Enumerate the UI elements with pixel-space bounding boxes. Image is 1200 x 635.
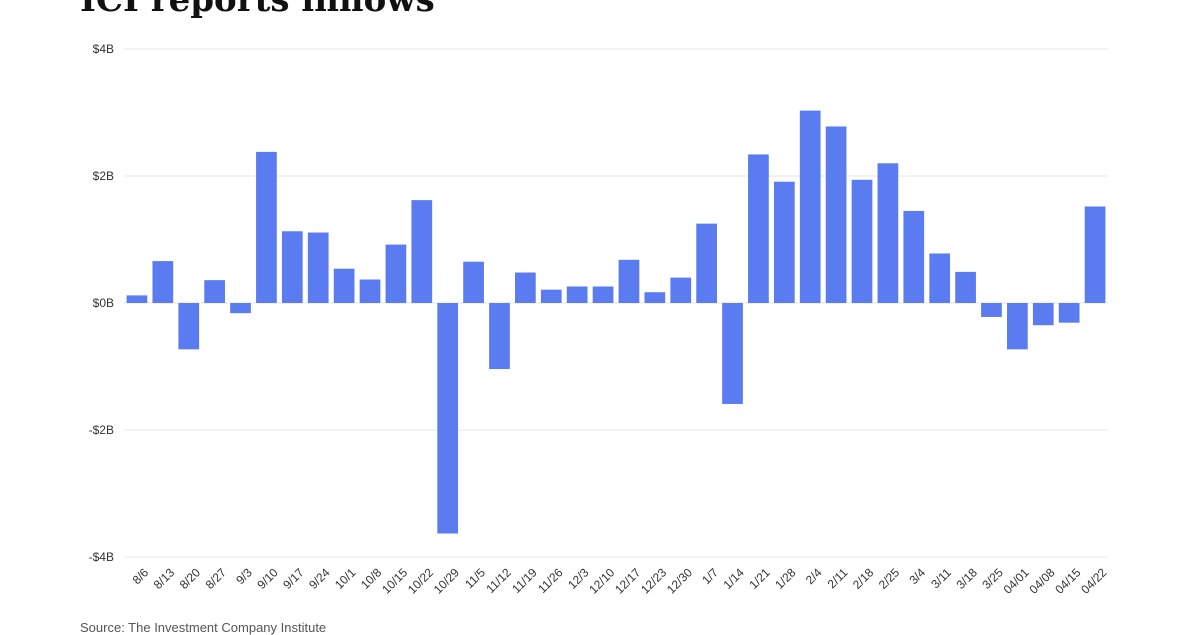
x-tick-label: 10/15 [379,565,410,596]
source-note: Source: The Investment Company Institute [80,620,327,635]
x-tick-label: 11/12 [483,565,514,596]
x-tick-label: 10/1 [332,565,359,592]
bar [540,289,562,303]
x-tick-label: 9/10 [254,565,281,592]
y-tick-label: -$2B [89,423,114,437]
bar [463,261,484,303]
bar [748,154,769,303]
bar [126,295,148,303]
bar [1007,303,1028,350]
x-tick-label: 04/15 [1052,565,1083,596]
x-tick-label: 9/24 [306,565,333,592]
bar [333,268,355,303]
y-tick-label: $0B [93,296,114,310]
bar [281,231,303,303]
bar [773,181,795,303]
bar [256,151,277,303]
x-tick-label: 3/11 [928,565,954,591]
x-tick-label: 10/22 [405,565,436,596]
x-tick-label: 12/17 [612,565,643,596]
x-tick-label: 2/11 [825,565,851,591]
bar [152,261,174,303]
x-tick-label: 04/01 [1001,565,1032,596]
bar [799,110,821,303]
bar [644,292,666,303]
bar [825,126,847,303]
x-tick-label: 8/20 [177,565,204,592]
x-tick-label: 8/13 [151,565,178,592]
x-tick-label: 9/3 [233,565,255,587]
bar [670,277,692,303]
x-tick-label: 12/23 [638,565,669,596]
x-tick-label: 04/22 [1078,565,1109,596]
x-tick-label: 8/27 [203,565,230,592]
x-tick-label: 3/18 [954,565,981,592]
bar [981,303,1002,317]
bar [515,272,536,303]
x-tick-label: 1/14 [720,565,747,592]
y-tick-label: $2B [93,169,114,183]
bars [126,110,1106,534]
x-tick-label: 04/08 [1026,565,1057,596]
bar [722,303,743,404]
bar [903,210,925,303]
x-tick-label: 12/10 [586,565,617,596]
x-tick-label: 1/7 [699,565,721,587]
x-tick-label: 10/29 [431,565,462,596]
bar [1084,206,1106,303]
x-axis-ticks: 8/6 8/13 8/20 8/27 9/3 9/10 9/17 9/24 10/1 10/810… [130,565,1110,596]
bar [307,232,329,303]
x-tick-label: 9/17 [280,565,307,592]
chart-title: ICI reports inflows [80,0,435,20]
x-tick-label: 11/19 [509,565,540,596]
x-tick-label: 2/25 [876,565,903,592]
bar [929,253,951,303]
bar [696,223,717,303]
bar [178,303,200,350]
y-axis-ticks: $4B $2B $0B -$2B -$4B [89,42,114,564]
bar [618,259,640,303]
x-tick-label: 8/6 [130,565,152,587]
bar [385,244,407,303]
x-tick-label: 2/4 [803,565,825,587]
bar [592,286,614,303]
bar [1032,303,1054,326]
x-tick-label: 3/4 [906,565,928,587]
bar [411,200,433,303]
y-tick-label: -$4B [89,550,114,564]
bar [877,163,899,303]
x-tick-label: 2/18 [850,565,877,592]
y-tick-label: $4B [93,42,114,56]
bar [1058,303,1080,323]
x-tick-label: 1/28 [772,565,799,592]
bar [230,303,251,314]
bar [851,179,873,303]
bar [955,271,976,303]
bar [566,286,588,303]
x-tick-label: 1/21 [746,565,773,592]
bar [437,303,459,534]
x-tick-label: 12/30 [664,565,695,596]
bar [359,279,381,303]
bar [489,303,510,370]
x-tick-label: 11/26 [535,565,566,596]
bar [204,280,225,303]
